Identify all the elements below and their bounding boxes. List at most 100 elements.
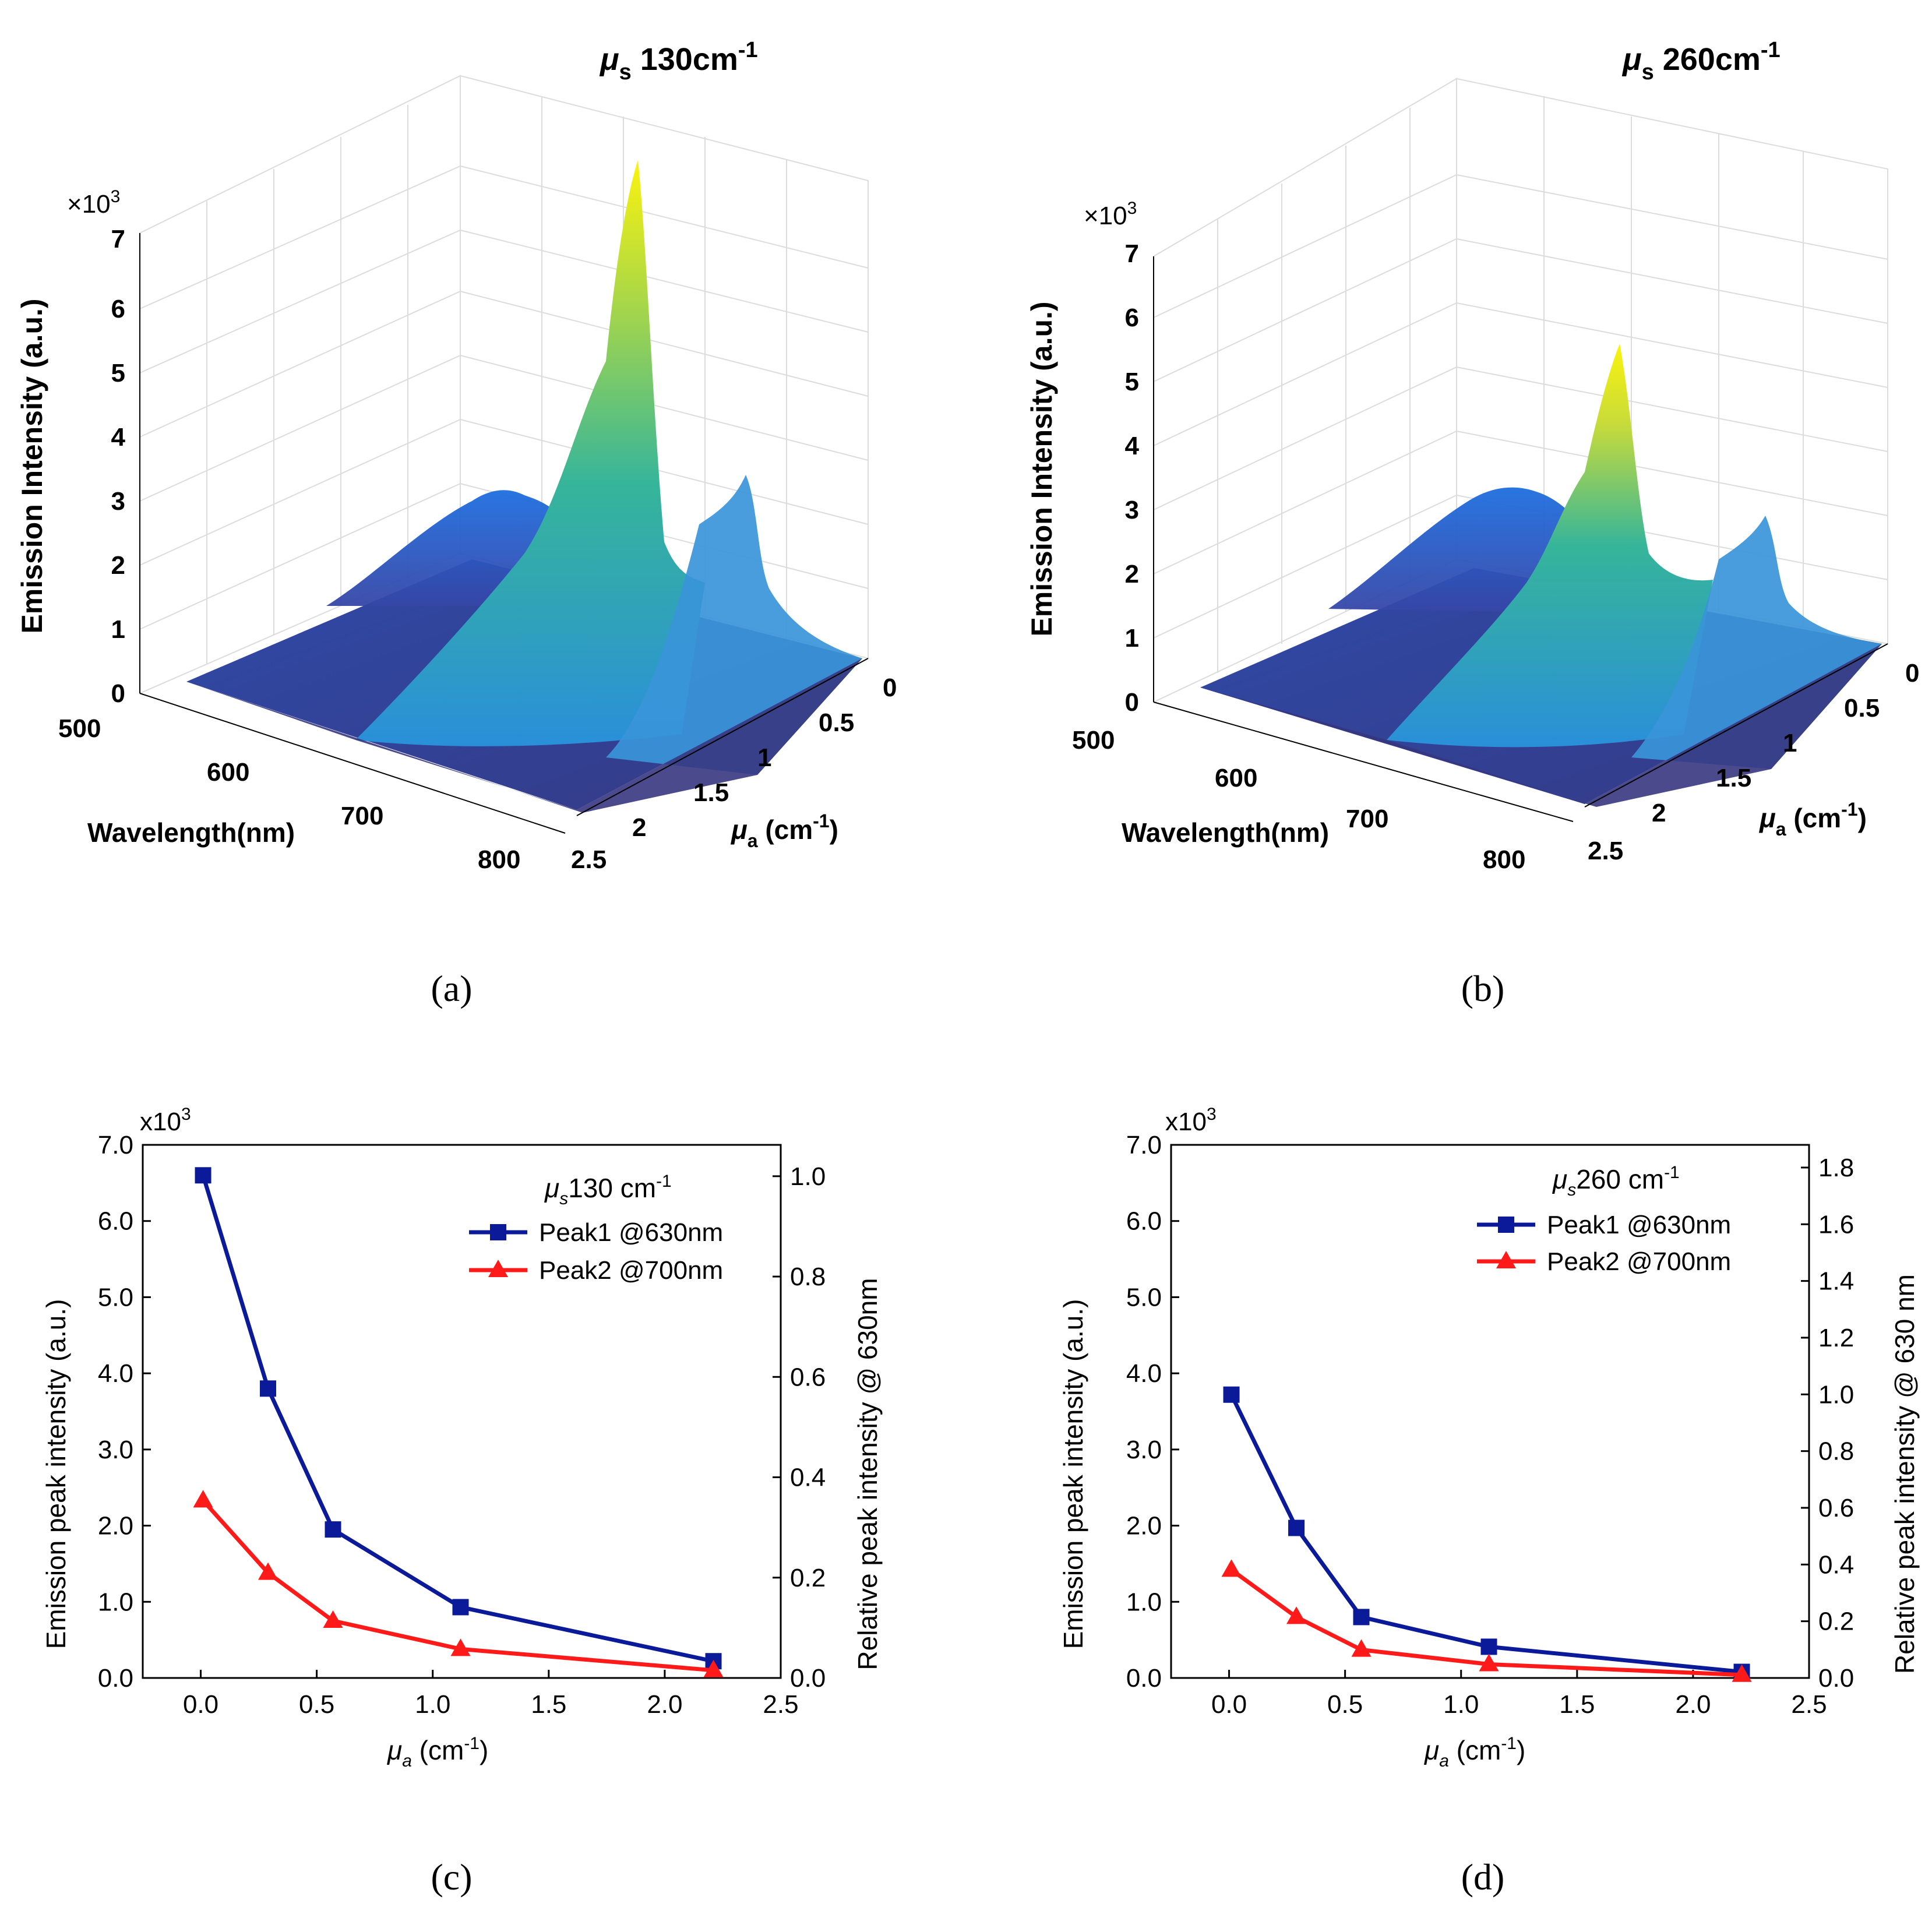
z-tick: 0 — [1125, 688, 1139, 717]
surface-peak-630nm — [355, 160, 705, 746]
surface-front-sheet — [1200, 644, 1882, 807]
data-point-peak2 — [450, 1638, 471, 1656]
y-tick-label: 1.0 — [1126, 1588, 1162, 1616]
x-axis-label: Wavelength(nm) — [1122, 817, 1329, 848]
y-tick: 0.5 — [1844, 694, 1880, 722]
y-tick-label: 0.0 — [1126, 1664, 1162, 1693]
y-tick-label: 3.0 — [1126, 1436, 1162, 1464]
y-tick: 2.5 — [1588, 837, 1623, 865]
y-tick-label: 4.0 — [1126, 1359, 1162, 1388]
legend-label-peak1: Peak1 @630nm — [1547, 1211, 1731, 1239]
axes-3d — [1153, 256, 1888, 822]
legend-marker-peak2 — [488, 1260, 508, 1277]
x-tick: 700 — [341, 802, 383, 830]
z-tick: 2 — [111, 551, 125, 580]
z-multiplier: ×103 — [67, 187, 120, 218]
x-axis-ticks: 500 600 700 800 — [58, 714, 520, 874]
data-point-peak1 — [1223, 1386, 1240, 1403]
z-tick: 2 — [1125, 560, 1139, 588]
plot-area-border — [142, 1144, 782, 1679]
caption-d: (d) — [1461, 1856, 1505, 1898]
legend-label-peak2: Peak2 @700nm — [539, 1256, 723, 1285]
y-tick-label: 5.0 — [98, 1283, 133, 1311]
x-tick-label: 2.0 — [647, 1690, 682, 1719]
y-tick-label: 0.0 — [98, 1664, 133, 1693]
y2-tick-label: 0.0 — [790, 1664, 826, 1693]
y2-tick-label: 0.2 — [790, 1564, 826, 1592]
y2-tick-label: 0.6 — [790, 1363, 826, 1391]
legend-label-peak1: Peak1 @630nm — [539, 1218, 723, 1247]
y2-tick-label: 1.4 — [1818, 1267, 1854, 1296]
y2-tick-label: 1.0 — [1818, 1380, 1854, 1409]
plot-frame — [142, 1144, 782, 1679]
y-tick: 0.5 — [819, 708, 854, 737]
x-axis-label: μa (cm-1) — [387, 1734, 488, 1771]
panel-c-line-chart: 0.0 0.5 1.0 1.5 2.0 2.5 0.0 1.0 2.0 3.0 4.0 5.0 6.0… — [41, 1105, 883, 1771]
data-point-peak1 — [1480, 1638, 1497, 1655]
data-point-peak2 — [1221, 1559, 1242, 1577]
x-tick-label: 0.0 — [183, 1690, 218, 1719]
x-axis-label: μa (cm-1) — [1424, 1734, 1525, 1771]
panel-title: μs 260cm-1 — [1621, 38, 1781, 84]
data-point-peak1 — [195, 1167, 211, 1184]
y-tick: 1 — [1783, 729, 1797, 757]
x-tick-label: 2.5 — [1791, 1690, 1827, 1719]
y-axis-label: Emission peak intensity (a.u.) — [41, 1299, 71, 1649]
legend-title: μs260 cm-1 — [1552, 1163, 1680, 1200]
x-axis-ticks: 0.0 0.5 1.0 1.5 2.0 2.5 — [1211, 1670, 1827, 1719]
z-multiplier: ×103 — [1084, 199, 1137, 230]
y-axis-ticks: 0 0.5 1 1.5 2 2.5 — [1588, 659, 1919, 865]
y-tick-label: 6.0 — [1126, 1207, 1162, 1236]
y2-tick-label: 1.0 — [790, 1162, 826, 1191]
x-tick: 800 — [478, 845, 520, 874]
y-axis-ticks: 0.0 1.0 2.0 3.0 4.0 5.0 6.0 7.0 — [1126, 1131, 1179, 1693]
y-tick-label: 6.0 — [98, 1207, 133, 1236]
grid-3d — [139, 75, 869, 694]
y2-axis-label: Relative peak intensity @ 630nm — [852, 1278, 883, 1670]
z-tick: 1 — [1125, 624, 1139, 653]
y-tick-label: 2.0 — [98, 1512, 133, 1540]
x-tick: 800 — [1483, 845, 1525, 874]
y2-tick-label: 1.8 — [1818, 1154, 1854, 1182]
z-tick: 4 — [1125, 432, 1140, 460]
data-point-peak2 — [703, 1659, 724, 1677]
y2-tick-label: 0.6 — [1818, 1494, 1854, 1522]
data-point-peak1 — [325, 1521, 341, 1538]
y-tick: 2 — [632, 813, 646, 842]
y-axis-label: μa (cm-1) — [730, 810, 838, 851]
x-tick-label: 1.5 — [1559, 1690, 1595, 1719]
series-layer — [1221, 1386, 1752, 1682]
y-multiplier: x103 — [1165, 1105, 1217, 1136]
x-tick: 600 — [207, 758, 249, 787]
data-point-peak2 — [193, 1490, 213, 1508]
z-axis-label: Emission Intensity (a.u.) — [1025, 301, 1058, 636]
y-tick: 0 — [1905, 659, 1919, 687]
data-point-peak1 — [1288, 1519, 1305, 1536]
caption-c: (c) — [431, 1856, 473, 1898]
y-axis-ticks: 0.0 1.0 2.0 3.0 4.0 5.0 6.0 7.0 — [98, 1131, 151, 1693]
x-tick: 500 — [58, 714, 101, 743]
series-layer — [193, 1167, 724, 1677]
y-tick: 1.5 — [693, 778, 729, 807]
surface-front-sheet — [186, 658, 862, 813]
data-point-peak1 — [260, 1380, 277, 1397]
legend-marker-peak1 — [1498, 1217, 1514, 1233]
legend-marker-peak1 — [490, 1224, 506, 1240]
legend-label-peak2: Peak2 @700nm — [1547, 1247, 1731, 1276]
y-tick-label: 4.0 — [98, 1359, 133, 1388]
x-tick-label: 2.0 — [1675, 1690, 1711, 1719]
y-axis-ticks: 0 0.5 1 1.5 2 2.5 — [571, 674, 897, 874]
x-tick-label: 0.5 — [299, 1690, 334, 1719]
x-tick-label: 2.5 — [763, 1690, 798, 1719]
x-tick-label: 1.5 — [531, 1690, 566, 1719]
legend-title: μs130 cm-1 — [544, 1172, 672, 1208]
plot-area-border — [1170, 1144, 1810, 1679]
legend: μs130 cm-1 Peak1 @630nm Peak2 @700nm — [469, 1172, 723, 1285]
y2-tick-label: 1.2 — [1818, 1324, 1854, 1352]
z-tick: 0 — [111, 679, 125, 708]
z-tick: 5 — [1125, 368, 1139, 396]
surface-peak-630nm — [1387, 344, 1713, 748]
z-tick: 7 — [1125, 239, 1139, 268]
x-tick: 500 — [1072, 726, 1115, 754]
legend: μs260 cm-1 Peak1 @630nm Peak2 @700nm — [1477, 1163, 1731, 1276]
